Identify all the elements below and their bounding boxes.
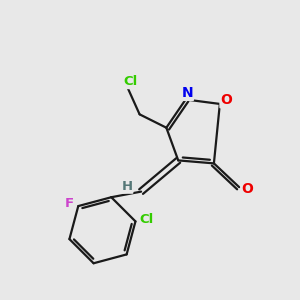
Text: Cl: Cl — [124, 75, 138, 88]
Text: N: N — [181, 86, 193, 100]
Text: H: H — [121, 180, 132, 193]
Text: F: F — [65, 197, 74, 210]
Text: O: O — [220, 93, 232, 107]
Text: Cl: Cl — [140, 212, 154, 226]
Text: O: O — [242, 182, 254, 196]
